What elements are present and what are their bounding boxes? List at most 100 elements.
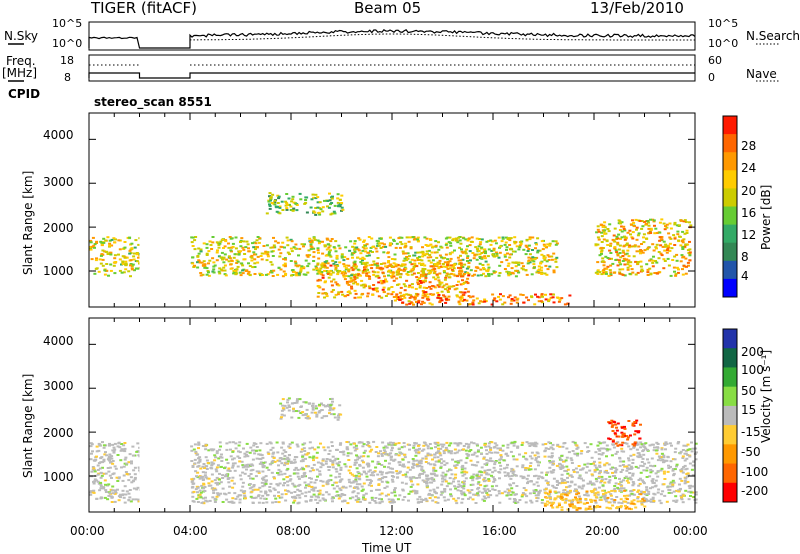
heatmap-cell (273, 494, 276, 497)
heatmap-cell (400, 446, 404, 449)
heatmap-cell (100, 456, 104, 459)
heatmap-cell (195, 497, 199, 500)
heatmap-cell (681, 501, 685, 504)
heatmap-cell (679, 494, 683, 497)
heatmap-cell (597, 457, 601, 460)
heatmap-cell (586, 462, 590, 465)
heatmap-cell (414, 448, 418, 451)
heatmap-cell (329, 413, 333, 416)
heatmap-cell (224, 493, 228, 496)
heatmap-cell (608, 249, 612, 252)
heatmap-cell (484, 275, 488, 278)
heatmap-cell (642, 499, 646, 502)
heatmap-cell (212, 492, 216, 494)
heatmap-cell (425, 297, 429, 300)
heatmap-cell (251, 489, 255, 492)
heatmap-cell (635, 238, 639, 241)
heatmap-cell (213, 454, 217, 457)
heatmap-cell (268, 441, 272, 444)
heatmap-cell (614, 433, 618, 436)
heatmap-cell (271, 193, 275, 196)
heatmap-cell (327, 405, 331, 408)
heatmap-cell (364, 492, 368, 495)
heatmap-cell (304, 196, 308, 199)
heatmap-cell (477, 490, 481, 493)
heatmap-cell (621, 260, 625, 262)
heatmap-cell (342, 274, 346, 277)
heatmap-cell (657, 455, 661, 458)
heatmap-cell (296, 475, 300, 478)
heatmap-cell (564, 493, 568, 496)
heatmap-cell (356, 471, 360, 473)
heatmap-cell (485, 240, 489, 243)
heatmap-cell (336, 293, 340, 296)
heatmap-cell (679, 244, 683, 247)
heatmap-cell (652, 249, 656, 252)
heatmap-cell (351, 481, 355, 484)
heatmap-cell (450, 264, 453, 267)
heatmap-cell (491, 476, 495, 479)
heatmap-cell (351, 496, 355, 499)
heatmap-cell (513, 474, 517, 476)
heatmap-cell (595, 480, 599, 483)
heatmap-cell (333, 212, 337, 215)
heatmap-cell (459, 267, 463, 269)
heatmap-cell (390, 275, 393, 278)
heatmap-cell (497, 274, 501, 277)
heatmap-cell (440, 290, 444, 293)
heatmap-cell (474, 246, 478, 249)
velocity-ytick-4000: 4000 (43, 334, 74, 348)
heatmap-cell (616, 254, 620, 257)
heatmap-cell (506, 463, 509, 466)
heatmap-cell (486, 268, 490, 271)
heatmap-cell (360, 459, 364, 462)
heatmap-cell (676, 230, 680, 233)
heatmap-cell (683, 464, 687, 467)
heatmap-cell (269, 197, 273, 200)
heatmap-cell (427, 462, 430, 465)
heatmap-cell (444, 243, 448, 246)
heatmap-cell (547, 298, 551, 301)
heatmap-cell (467, 295, 471, 298)
heatmap-cell (207, 274, 211, 277)
heatmap-cell (370, 484, 373, 487)
heatmap-cell (207, 449, 211, 452)
power-cbar-tick-8: 8 (741, 250, 749, 264)
heatmap-cell (234, 236, 238, 239)
heatmap-cell (678, 483, 681, 486)
heatmap-cell (449, 493, 453, 496)
heatmap-cell (340, 194, 344, 197)
heatmap-cell (314, 495, 318, 498)
heatmap-cell (89, 491, 93, 494)
heatmap-cell (670, 247, 674, 250)
heatmap-cell (667, 246, 671, 249)
heatmap-cell (647, 224, 651, 227)
heatmap-cell (673, 458, 677, 461)
heatmap-cell (471, 301, 475, 304)
heatmap-cell (683, 232, 687, 235)
heatmap-cell (213, 497, 217, 500)
heatmap-cell (382, 446, 386, 449)
heatmap-cell (299, 468, 303, 471)
heatmap-cell (638, 454, 642, 456)
heatmap-cell (471, 498, 475, 501)
heatmap-cell (425, 481, 429, 483)
heatmap-cell (604, 491, 608, 494)
heatmap-cell (525, 495, 529, 498)
heatmap-cell (315, 413, 319, 416)
heatmap-cell (525, 246, 529, 248)
heatmap-cell (510, 441, 514, 444)
heatmap-cell (403, 296, 407, 299)
heatmap-cell (493, 479, 497, 482)
heatmap-cell (632, 482, 636, 485)
heatmap-cell (436, 496, 440, 499)
heatmap-cell (273, 488, 277, 491)
heatmap-cell (663, 228, 667, 231)
heatmap-cell (688, 259, 692, 262)
heatmap-cell (236, 260, 240, 263)
heatmap-cell (137, 498, 141, 501)
heatmap-cell (662, 258, 666, 261)
heatmap-cell (378, 502, 382, 505)
heatmap-cell (622, 245, 626, 248)
heatmap-cell (641, 457, 645, 460)
